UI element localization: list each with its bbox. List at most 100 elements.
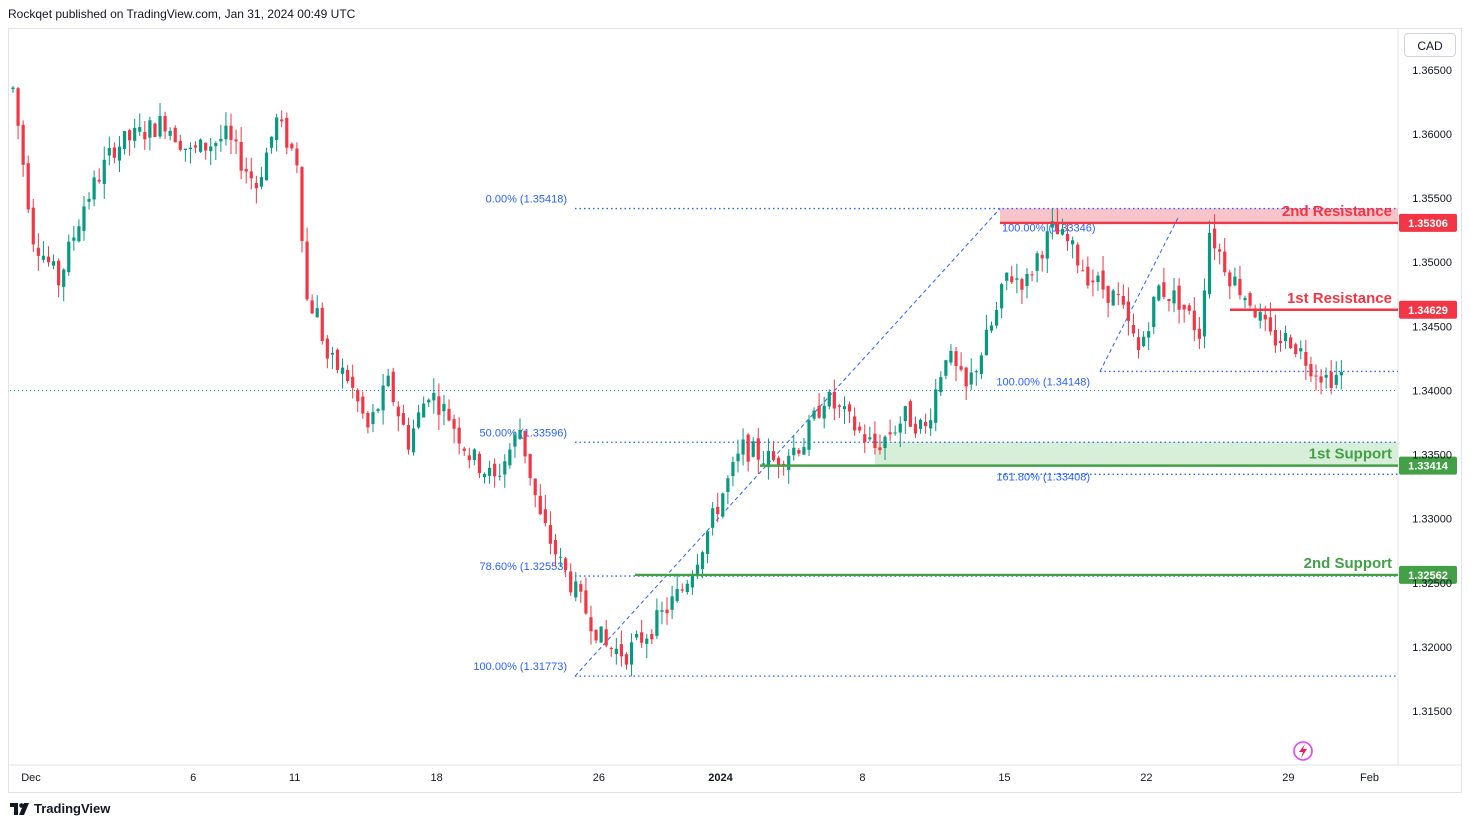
candle-body <box>817 405 821 418</box>
candle-body <box>1233 276 1237 286</box>
candle-body <box>1202 290 1207 337</box>
candle-body <box>1299 348 1303 352</box>
candle-body <box>675 589 679 602</box>
candle-down <box>569 563 573 596</box>
level-name: 1st Support <box>1309 446 1392 463</box>
candle-body <box>107 148 111 156</box>
candle-up <box>949 344 953 366</box>
candle-down <box>528 453 532 486</box>
candle-up <box>259 166 264 190</box>
candle-down <box>1294 342 1298 358</box>
lightning-icon[interactable] <box>1293 741 1313 761</box>
candle-up <box>655 598 659 640</box>
candle-body <box>1294 344 1298 355</box>
candle-down <box>604 619 608 648</box>
price-tick-label: 1.36000 <box>1412 129 1452 141</box>
candle-body <box>249 171 253 179</box>
candle-body <box>432 392 436 401</box>
candle-down <box>1167 298 1171 312</box>
candle-up <box>11 85 15 93</box>
candle-up <box>1157 283 1161 302</box>
candle-body <box>1248 293 1252 306</box>
candle-down <box>1116 282 1120 306</box>
candle-body <box>16 88 20 126</box>
candle-body <box>234 139 238 142</box>
candle-up <box>1283 325 1288 349</box>
candle-body <box>1091 280 1095 283</box>
candle-body <box>1086 266 1090 286</box>
candle-body <box>518 430 522 439</box>
candle-up <box>1172 277 1176 312</box>
candle-body <box>214 143 218 147</box>
candle-body <box>1065 233 1070 242</box>
candle-body <box>584 590 588 614</box>
candle-down <box>1081 259 1085 272</box>
candle-down <box>310 294 314 314</box>
candle-down <box>447 399 451 422</box>
price-tick-label: 1.35500 <box>1412 193 1452 205</box>
price-tick-label: 1.32500 <box>1412 578 1452 590</box>
candle-body <box>868 437 872 440</box>
candle-down <box>229 113 233 154</box>
candle-body <box>619 644 623 657</box>
candle-body <box>878 447 882 451</box>
candle-body <box>736 453 740 462</box>
candle-body <box>711 508 715 528</box>
candle-body <box>1334 374 1338 385</box>
candle-down <box>1304 339 1308 381</box>
candle-up <box>614 637 618 665</box>
candle-down <box>1121 284 1125 309</box>
fib-label: 50.00% (1.33596) <box>480 427 567 439</box>
candle-body <box>183 148 187 151</box>
candle-body <box>269 136 274 148</box>
candle-down <box>1177 278 1181 324</box>
candle-down <box>1106 285 1110 318</box>
candle-body <box>1319 376 1323 383</box>
candle-body <box>178 141 182 150</box>
candle-down <box>746 433 750 472</box>
tradingview-logo[interactable]: TradingView <box>10 801 110 816</box>
candle-up <box>417 404 421 429</box>
candle-body <box>442 403 446 412</box>
candle-down <box>346 364 350 384</box>
price-axis[interactable]: 1.36500 1.36000 1.35500 1.35000 1.34500 1.340… <box>1412 65 1452 718</box>
candle-up <box>77 219 81 243</box>
candle-body <box>594 629 598 641</box>
candle-up <box>87 192 91 210</box>
fib-label: 0.00% (1.35418) <box>486 194 567 206</box>
candle-body <box>776 457 781 466</box>
candle-down <box>1238 265 1242 300</box>
candle-down <box>1182 304 1186 323</box>
candle-body <box>792 447 796 456</box>
candle-up <box>1111 288 1115 306</box>
candle-body <box>487 467 492 476</box>
candle-up <box>427 398 431 408</box>
candle-up <box>188 142 193 164</box>
candle-down <box>46 246 51 267</box>
candle-up <box>898 416 902 448</box>
candle-body <box>46 256 51 263</box>
candle-down <box>244 157 248 184</box>
candle-body <box>1228 272 1232 287</box>
levels-layer: 1.35306 2nd Resistance 1.34629 1st Resistan… <box>635 203 1457 584</box>
candle-body <box>26 163 30 210</box>
candle-body <box>1147 331 1151 338</box>
level-name: 2nd Support <box>1304 555 1392 572</box>
candles-layer <box>11 85 1343 677</box>
candle-down <box>832 379 836 421</box>
price-tag: 1.33414 <box>1399 456 1457 475</box>
currency-button[interactable]: CAD <box>1404 33 1456 57</box>
candle-body <box>406 425 411 450</box>
candle-body <box>148 120 152 138</box>
candle-body <box>1258 311 1262 321</box>
candle-body <box>11 87 15 90</box>
candle-down <box>462 446 466 456</box>
candle-up <box>711 502 715 536</box>
time-axis[interactable]: Dec 6 11 18 26 2024 8 15 22 29 Feb <box>21 772 1379 784</box>
candle-down <box>31 199 35 252</box>
candle-up <box>330 346 335 370</box>
candle-up <box>1233 267 1237 287</box>
candle-body <box>305 241 309 300</box>
candle-body <box>1126 301 1130 321</box>
